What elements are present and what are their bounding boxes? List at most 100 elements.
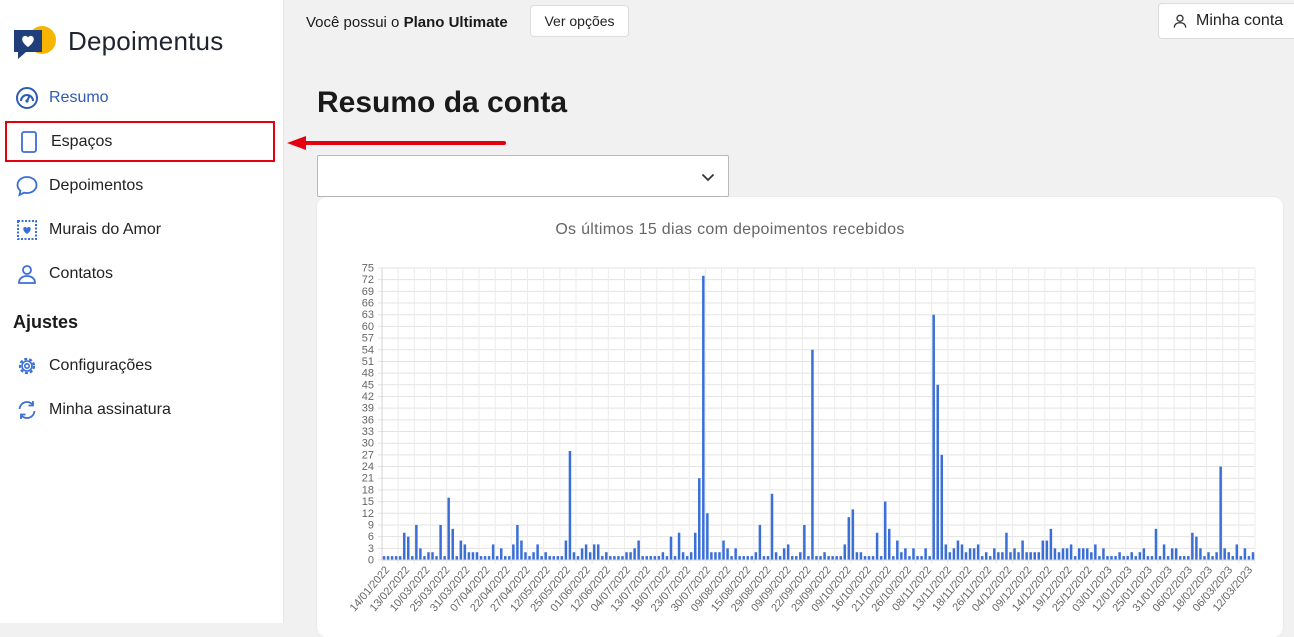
y-tick-label: 57: [362, 333, 374, 345]
bar: [811, 349, 814, 560]
bar: [1118, 552, 1121, 560]
bar: [1001, 552, 1004, 560]
sidebar-item-label: Minha assinatura: [49, 401, 171, 418]
bar: [1110, 556, 1113, 560]
bar: [1183, 556, 1186, 560]
bar: [1223, 548, 1226, 560]
bar: [989, 556, 992, 560]
bar: [673, 556, 677, 560]
sidebar-item-label: Depoimentos: [49, 177, 144, 194]
bar: [1041, 540, 1045, 560]
sidebar-item-minha-assinatura[interactable]: Minha assinatura: [5, 390, 275, 430]
bar: [564, 540, 568, 560]
bar: [1057, 552, 1061, 560]
sidebar-item-resumo[interactable]: Resumo: [5, 78, 275, 118]
heart-frame-icon: [15, 218, 39, 242]
bar: [1207, 552, 1210, 560]
bar: [540, 556, 543, 560]
bar: [1170, 548, 1174, 560]
bar: [984, 552, 988, 560]
bar: [427, 552, 430, 560]
bar: [871, 556, 875, 560]
bar-chart: 0369121518212427303336394245485154576063…: [348, 263, 1256, 614]
bar: [738, 556, 741, 560]
bar: [859, 552, 863, 560]
bar: [762, 556, 766, 560]
bar: [734, 548, 737, 560]
bar: [726, 548, 729, 560]
sidebar-item-configuracoes[interactable]: Configurações: [5, 346, 275, 386]
ver-opcoes-button[interactable]: Ver opções: [530, 5, 629, 37]
bar: [790, 556, 794, 560]
bar: [407, 536, 410, 560]
bar: [827, 556, 830, 560]
bar: [786, 544, 790, 560]
y-tick-label: 0: [368, 555, 374, 567]
bar: [831, 556, 834, 560]
bar: [948, 552, 952, 560]
sidebar-item-depoimentos[interactable]: Depoimentos: [5, 166, 275, 206]
bar: [980, 556, 984, 560]
bar: [596, 544, 600, 560]
sidebar-item-espacos[interactable]: Espaços: [5, 121, 275, 162]
bar: [471, 552, 475, 560]
bar: [382, 556, 386, 560]
bar: [423, 556, 426, 560]
bar: [661, 552, 665, 560]
bar: [847, 517, 851, 560]
bar: [1098, 556, 1101, 560]
bar: [1142, 548, 1146, 560]
bar: [912, 548, 915, 560]
bar: [1162, 544, 1166, 560]
bar: [548, 556, 551, 560]
bar: [928, 556, 931, 560]
bar: [435, 556, 438, 560]
bar: [532, 552, 535, 560]
bar: [803, 524, 806, 560]
bar: [1106, 556, 1109, 560]
bar: [1069, 544, 1073, 560]
user-icon: [1172, 13, 1188, 29]
bar: [1239, 556, 1243, 560]
bar: [516, 524, 519, 560]
bar: [613, 556, 616, 560]
bar: [439, 524, 442, 560]
bar: [483, 556, 487, 560]
y-tick-label: 51: [362, 356, 374, 368]
bar: [633, 548, 636, 560]
bar: [1017, 552, 1020, 560]
bar: [782, 548, 786, 560]
bar: [1094, 544, 1097, 560]
bar: [1021, 540, 1024, 560]
bar: [649, 556, 653, 560]
y-tick-label: 75: [362, 263, 374, 275]
bar: [1219, 466, 1222, 560]
bar: [1090, 552, 1093, 560]
bar: [1077, 548, 1081, 560]
logo[interactable]: Depoimentus: [12, 18, 223, 64]
bar: [843, 544, 847, 560]
bar: [778, 556, 782, 560]
sidebar-item-label: Murais do Amor: [49, 221, 162, 238]
espaco-select[interactable]: [317, 155, 729, 197]
bar: [641, 556, 644, 560]
bar: [932, 314, 935, 560]
bar: [972, 548, 976, 560]
sidebar-item-murais-do-amor[interactable]: Murais do Amor: [5, 210, 275, 250]
bar: [896, 540, 899, 560]
bar: [1102, 548, 1105, 560]
sidebar-item-label: Espaços: [51, 132, 113, 150]
bar: [431, 552, 434, 560]
bar: [394, 556, 398, 560]
bar: [1126, 556, 1129, 560]
bar: [1150, 556, 1154, 560]
bar: [398, 556, 402, 560]
bar: [1166, 556, 1170, 560]
bar: [556, 556, 560, 560]
y-tick-label: 72: [362, 274, 374, 286]
bar: [665, 556, 669, 560]
minha-conta-button[interactable]: Minha conta: [1158, 3, 1294, 39]
bar: [1174, 548, 1178, 560]
sidebar-item-contatos[interactable]: Contatos: [5, 254, 275, 294]
bar: [952, 548, 956, 560]
